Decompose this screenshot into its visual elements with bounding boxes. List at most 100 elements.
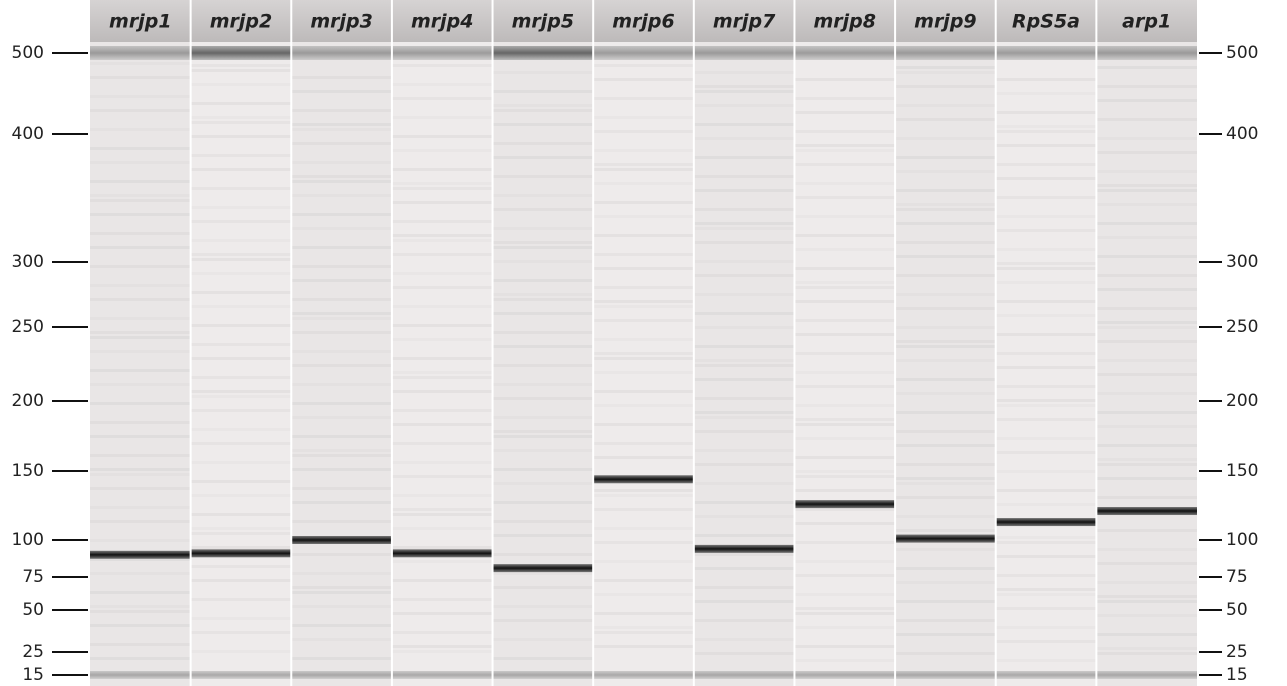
smear [291, 657, 392, 660]
smear [291, 591, 392, 594]
smear [895, 326, 996, 329]
smear [291, 586, 392, 589]
smear [593, 612, 694, 615]
smear [794, 333, 895, 336]
smear [794, 196, 895, 199]
smear [493, 572, 594, 575]
smear [996, 626, 1097, 629]
smear [191, 102, 292, 105]
smear [90, 246, 191, 249]
smear [90, 421, 191, 424]
smear [90, 265, 191, 268]
smear [895, 255, 996, 258]
smear [593, 489, 694, 492]
smear [794, 456, 895, 459]
smear [291, 123, 392, 126]
lane-label: mrjp8 [814, 11, 877, 33]
smear [694, 600, 795, 603]
smear [694, 222, 795, 225]
smear [996, 352, 1097, 355]
smear [694, 227, 795, 230]
smear [191, 532, 292, 535]
smear [493, 435, 594, 438]
smear [493, 194, 594, 197]
smear [593, 116, 694, 119]
smear [895, 104, 996, 107]
smear [794, 111, 895, 114]
smear [593, 541, 694, 544]
ladder-bottom-band [291, 671, 392, 679]
smear [90, 62, 191, 65]
smear [996, 536, 1097, 539]
smear [191, 631, 292, 634]
smear [1096, 255, 1197, 258]
smear [291, 194, 392, 197]
smear [191, 565, 292, 568]
smear [90, 605, 191, 608]
smear [191, 291, 292, 294]
smear [191, 376, 292, 379]
smear [895, 567, 996, 570]
smear [493, 468, 594, 471]
y-tick-label-right: 300 [1226, 252, 1258, 272]
smear [392, 116, 493, 119]
smear [392, 527, 493, 530]
smear [493, 312, 594, 315]
smear [392, 220, 493, 223]
smear [996, 215, 1097, 218]
smear [392, 305, 493, 308]
smear [1096, 85, 1197, 88]
ladder-bottom-band [90, 671, 191, 679]
smear [493, 208, 594, 211]
smear [493, 345, 594, 348]
smear [794, 626, 895, 629]
smear [493, 520, 594, 523]
smear [996, 366, 1097, 369]
lane [996, 0, 1097, 686]
smear [291, 468, 392, 471]
smear [996, 177, 1097, 180]
smear [90, 161, 191, 164]
smear [291, 109, 392, 112]
smear [794, 607, 895, 610]
smear [291, 142, 392, 145]
y-tick-label-left: 150 [12, 461, 44, 481]
smear [996, 385, 1097, 388]
smear [794, 489, 895, 492]
smear [90, 657, 191, 660]
smear [694, 104, 795, 107]
smear [90, 194, 191, 197]
smear [392, 234, 493, 237]
lane-label: mrjp4 [411, 11, 474, 33]
smear [1096, 548, 1197, 551]
smear [1096, 614, 1197, 617]
smear [996, 333, 1097, 336]
ladder-top-band [493, 46, 594, 60]
smear [1096, 118, 1197, 121]
smear [392, 357, 493, 360]
smear [493, 416, 594, 419]
smear [392, 338, 493, 341]
smear [1096, 340, 1197, 343]
ladder-top-band [90, 46, 191, 60]
lane-label: mrjp5 [512, 11, 575, 33]
smear [794, 470, 895, 473]
smear [895, 156, 996, 159]
smear [593, 579, 694, 582]
smear [392, 182, 493, 185]
smear [291, 90, 392, 93]
smear [1096, 392, 1197, 395]
smear [794, 163, 895, 166]
smear [694, 619, 795, 622]
smear [191, 395, 292, 398]
smear [895, 189, 996, 192]
lane-label: mrjp7 [713, 11, 776, 33]
smear [996, 262, 1097, 265]
smear [191, 324, 292, 327]
smear [1096, 236, 1197, 239]
smear [493, 383, 594, 386]
smear [392, 546, 493, 549]
smear [996, 555, 1097, 558]
smear [895, 633, 996, 636]
smear [291, 402, 392, 405]
